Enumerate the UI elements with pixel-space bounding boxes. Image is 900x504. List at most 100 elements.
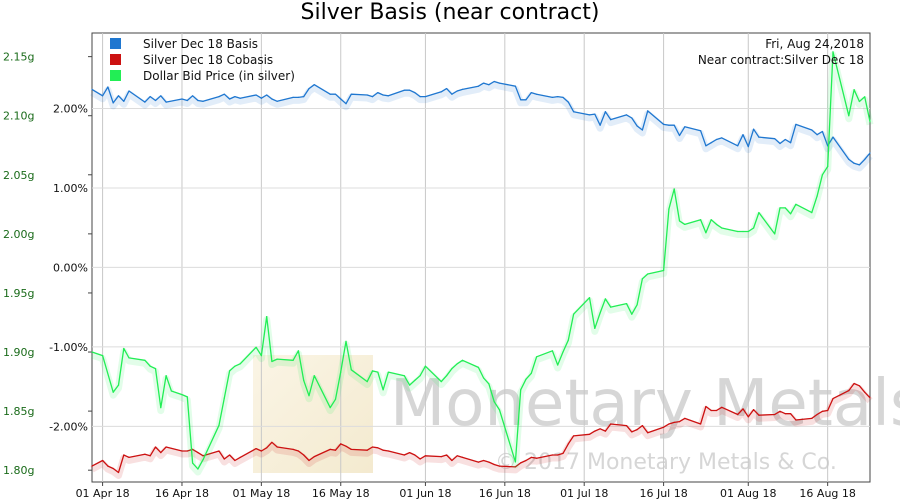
legend-item-basis[interactable]: Silver Dec 18 Basis [110,37,258,51]
legend-label-cobasis: Silver Dec 18 Cobasis [143,53,273,67]
dollar-bid-series-point [869,121,871,123]
dollar-bid-series-point [795,203,797,205]
dollar-bid-series-point [758,212,760,214]
basis-series-point [864,158,866,160]
basis-series-point [514,85,517,87]
dollar-bid-series-point [387,371,389,373]
basis-series-point [678,134,681,137]
basis-series-point [276,100,278,102]
x-tick-label: 16 Jun 18 [479,487,531,500]
legend-item-cobasis[interactable]: Silver Dec 18 Cobasis [110,53,273,67]
basis-series-point [303,96,305,98]
dollar-bid-series-point [181,394,183,396]
dollar-bid-series-point [451,368,453,370]
basis-series-point [297,96,299,98]
dollar-bid-series-point [610,306,612,308]
dollar-bid-series-point [636,304,638,306]
cobasis-series-point [790,413,792,415]
cobasis-series-point [218,450,220,452]
x-tick-label: 16 Aug 18 [799,487,855,500]
basis-series-point [313,84,315,86]
cobasis-series-point [488,461,490,463]
dollar-bid-series-point [276,358,278,360]
basis-series-point [625,114,628,116]
basis-series-point [123,100,125,102]
basis-series-point [107,86,109,88]
basis-series-point [520,99,522,101]
dollar-bid-series-point [117,384,120,386]
cobasis-series-point [530,456,532,458]
dollar-bid-series-point [647,273,649,275]
basis-series-point [345,103,347,105]
dollar-bid-series-point [530,372,532,374]
dollar-bid-series-point [91,351,93,353]
basis-series-point [403,89,405,91]
basis-series-point [753,128,755,130]
dollar-bid-series-point [737,230,739,233]
cobasis-series-point [229,454,231,456]
basis-series-point [160,95,162,97]
basis-series-point [165,101,167,103]
basis-series-point [255,94,257,96]
basis-series-point [604,111,607,113]
cobasis-series-point [149,455,151,457]
basis-series-point [668,124,670,126]
cobasis-series-point [520,462,522,464]
basis-series-point [414,92,416,94]
x-tick-label: 01 Aug 18 [720,487,776,500]
basis-series-point [816,134,818,136]
x-axis: 01 Apr 18 16 Apr 18 01 May 18 16 May 18 01 J… [76,482,856,500]
basis-series-point [218,96,220,98]
dollar-bid-series-point [594,327,596,329]
dollar-bid-series-point [663,269,665,272]
x-tick-label: 16 Apr 18 [155,487,209,500]
basis-series-point [202,100,204,102]
cobasis-series-point [816,413,818,416]
cobasis-series-point [493,463,495,466]
basis-series-point [742,134,744,136]
watermark-copyright: © 2017 Monetary Metals & Co. [495,450,837,475]
cobasis-series-point [409,452,411,454]
cobasis-series-point [779,410,781,412]
basis-series-point [102,95,104,97]
cobasis-series-point [112,467,114,470]
basis-series-point [409,89,411,91]
cobasis-series-point [419,458,421,460]
basis-series-point [461,88,464,90]
basis-series-point [149,96,151,98]
dollar-bid-series-point [239,363,241,365]
dollar-bid-series-point [493,401,495,403]
dollar-bid-series-point [303,379,305,381]
basis-series-point [758,136,760,138]
basis-series-point [790,142,792,144]
cobasis-series-point [594,430,596,432]
dollar-bid-series-point [218,424,220,426]
cobasis-series-point [869,397,871,399]
x-tick-label: 01 Jun 18 [399,487,451,500]
dollar-bid-series-point [784,207,786,209]
cobasis-series-point [700,423,702,425]
legend-item-dollar-bid[interactable]: Dollar Bid Price (in silver) [110,69,295,83]
cobasis-series-point [774,413,776,416]
cobasis-series-point [625,425,628,427]
dollar-bid-series-point [260,355,262,357]
cobasis-series-point [567,443,569,445]
cobasis-series-point [192,448,194,450]
cobasis-series-point [202,455,204,457]
basis-series-point [498,82,501,84]
series-layer [90,51,874,479]
basis-series-point [795,123,797,125]
plot-area [91,32,871,483]
dollar-bid-series-point [705,232,707,234]
basis-series-point [329,93,331,95]
basis-series-point [112,102,114,104]
cobasis-series-point [102,459,104,462]
dollar-bid-series-point [832,51,834,53]
dollar-bid-series-point [641,278,644,280]
cobasis-series-point [181,450,183,452]
basis-series-point [737,145,739,147]
basis-series-point [551,96,554,98]
grid-layer [92,33,870,482]
cobasis-series-point [371,446,374,448]
basis-series-point [721,137,723,139]
